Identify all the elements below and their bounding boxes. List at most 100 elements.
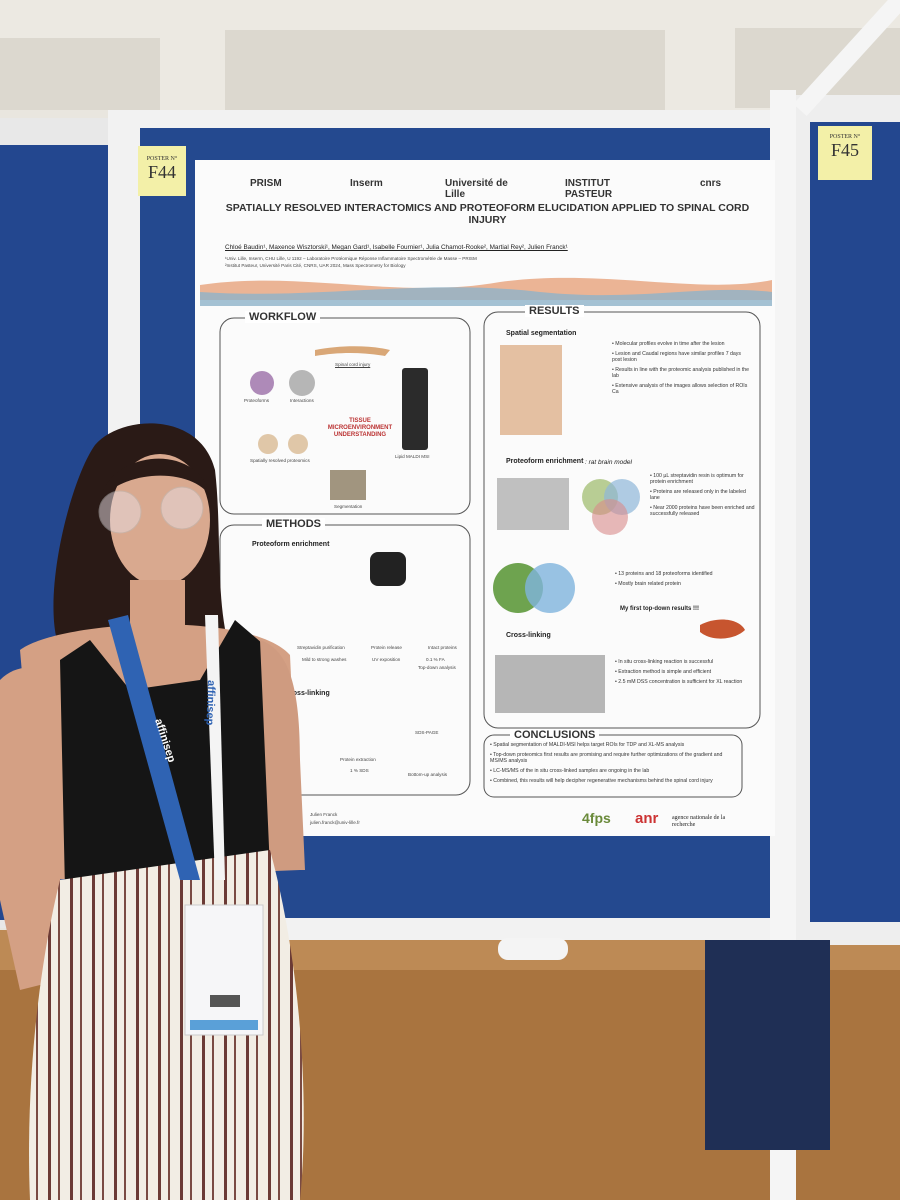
bullet: 100 µL streptavidin resin is optimum for… (650, 473, 755, 486)
bullet-list: Molecular profiles evolve in time after … (612, 341, 752, 400)
bullet-list: In situ cross-linking reaction is succes… (615, 659, 755, 690)
msi-instrument (402, 368, 428, 450)
method-step: Top-down analysis (418, 665, 456, 670)
visitor-shoe (498, 938, 568, 960)
footer-logo: 4fps (582, 810, 611, 826)
right-board (810, 122, 900, 922)
workflow-center: TISSUE MICROENVIRONMENT UNDERSTANDING (327, 418, 393, 438)
glasses (160, 486, 204, 530)
footer-logo: anr (635, 810, 659, 827)
method-step: 0.1 % FA (426, 657, 445, 662)
section-heading: RESULTS (525, 305, 584, 317)
method-step: 1 % SDS (350, 768, 369, 773)
instrument-icon (370, 552, 406, 586)
figure-label: Spinal cord injury (335, 362, 371, 367)
method-step: Protein extraction (340, 757, 376, 762)
bullet: Top-down proteomics first results are pr… (490, 752, 740, 765)
affiliation: ²Institut Pasteur, Université Paris Cité… (225, 263, 406, 268)
tissue-icon (288, 434, 308, 454)
figure-label: Segmentation (334, 504, 363, 509)
frame-bar (793, 0, 900, 117)
bullet-list: 13 proteins and 18 proteoforms identifie… (615, 571, 755, 592)
footer-logo: agence nationale de la recherche (672, 815, 726, 828)
figure-label: Proteoforms (244, 398, 270, 403)
gel-figure (495, 655, 605, 713)
bullet: Extensive analysis of the images allows … (612, 383, 752, 396)
section-heading: METHODS (262, 518, 325, 530)
method-step: Mild to strong washes (302, 657, 347, 662)
badge-band (190, 1020, 258, 1030)
tag-number: F45 (830, 140, 859, 160)
venn-circle (592, 499, 628, 535)
figure-label: Interactions (290, 398, 314, 403)
arm (0, 667, 60, 990)
bullet: LC-MS/MS of the in situ cross-linked sam… (490, 768, 740, 775)
subheading: Proteoform enrichment (252, 541, 330, 548)
figure-label: Spatially resolved proteomics (250, 458, 310, 463)
bullet: Near 2000 proteins have been enriched an… (650, 505, 755, 518)
arm (260, 640, 305, 870)
bullet: Molecular profiles evolve in time after … (612, 341, 752, 348)
board-tag: POSTER N° F45 (818, 126, 872, 180)
section-heading: WORKFLOW (245, 311, 321, 323)
affiliation: ¹Univ. Lille, Inserm, CHU Lille, U 1192 … (225, 256, 477, 261)
bullet: Results in line with the proteomic analy… (612, 367, 752, 380)
bullet: In situ cross-linking reaction is succes… (615, 659, 755, 666)
results-box (483, 311, 761, 729)
bullet: 2.5 mM DSS concentration is sufficient f… (615, 679, 755, 686)
tag-caption: POSTER N° (146, 156, 178, 162)
subheading: Proteoform enrichment (506, 458, 584, 465)
workflow-box (219, 317, 471, 515)
bullet: Mostly brain related protein (615, 581, 755, 588)
tag-caption: POSTER N° (829, 134, 861, 140)
tissue-icon (258, 434, 278, 454)
glasses (98, 490, 142, 534)
method-step: Intact proteins (428, 645, 457, 650)
poster-authors: Chloé Baudin¹, Maxence Wisztorski¹, Mega… (225, 244, 568, 251)
venn-circle (525, 563, 575, 613)
logo: INSTITUT PASTEUR (565, 178, 613, 200)
hair-top (100, 458, 212, 500)
logo: PRISM (250, 178, 282, 189)
segmentation-icon (330, 470, 366, 500)
conclusions-box (483, 734, 743, 798)
bullet: Spatial segmentation of MALDI-MSI helps … (490, 742, 740, 749)
segmentation-figure (500, 345, 562, 435)
wall-panel (0, 38, 160, 110)
method-step: Bottom-up analysis (408, 772, 448, 777)
method-step: Protein release (371, 645, 402, 650)
lanyard-text: affinisep (203, 680, 217, 726)
tag-number: F44 (147, 162, 176, 182)
note: My first top-down results !!! (620, 606, 699, 612)
poster-wave (200, 287, 772, 306)
board-tag: POSTER N° F44 (138, 146, 186, 196)
logo: Université de Lille (445, 178, 508, 200)
bullet: Extraction method is simple and efficien… (615, 669, 755, 676)
wall-panel (225, 30, 665, 110)
method-step: SDS-PAGE (415, 730, 439, 735)
visitor-legs (705, 940, 830, 1150)
brain-icon (700, 619, 745, 639)
bullet: Proteins are released only in the labele… (650, 489, 755, 502)
bullet: 13 proteins and 18 proteoforms identifie… (615, 571, 755, 578)
subheading-model: : rat brain model (585, 459, 632, 466)
logo: cnrs (700, 178, 722, 189)
lanyard (205, 615, 225, 880)
contact-name: Julien Franck (310, 812, 338, 817)
spinal-cord-icon (315, 346, 390, 356)
subheading: Spatial segmentation (506, 330, 577, 337)
bullet: Combined, this results will help deciphe… (490, 778, 740, 785)
method-step: UV exposition (372, 657, 401, 662)
bullet: Lesion and Caudal regions have similar p… (612, 351, 752, 364)
badge (184, 904, 264, 1036)
logo: Inserm (350, 178, 383, 189)
gel-figure (497, 478, 569, 530)
bullet-list: 100 µL streptavidin resin is optimum for… (650, 473, 755, 522)
poster-title: SPATIALLY RESOLVED INTERACTOMICS AND PRO… (225, 202, 750, 227)
lanyard (108, 615, 200, 880)
method-step: Streptavidin purification (297, 645, 345, 650)
figure-label: Lipid MALDI MSI (395, 454, 430, 459)
interaction-icon (289, 370, 315, 396)
